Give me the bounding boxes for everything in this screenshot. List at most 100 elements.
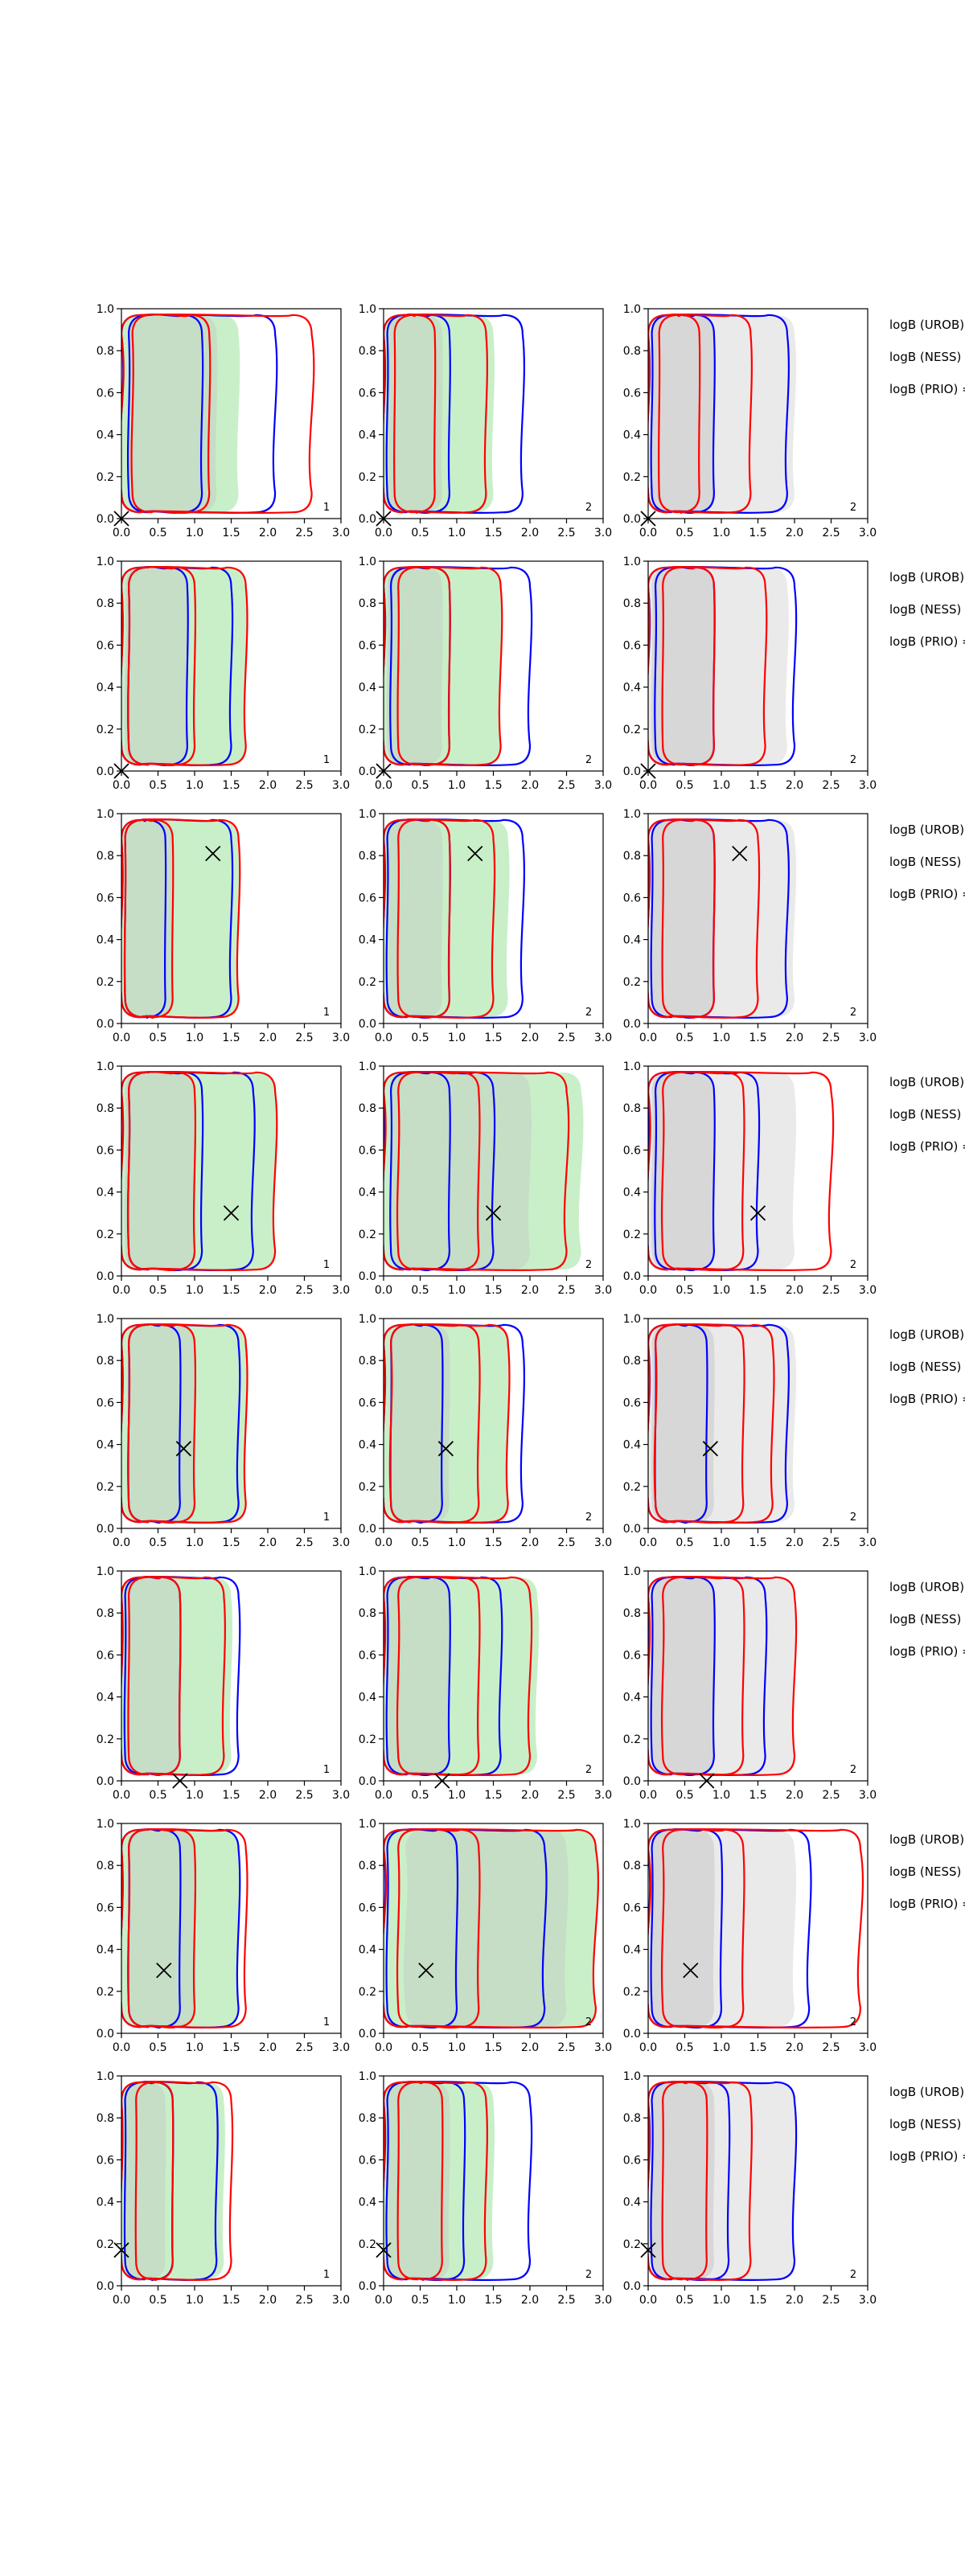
y-tick-label: 0.8 bbox=[96, 1102, 114, 1115]
x-tick-label: 0.0 bbox=[375, 2041, 392, 2054]
x-tick-label: 1.0 bbox=[186, 1284, 203, 1297]
panel-label: 2 bbox=[850, 502, 856, 514]
x-tick-label: 2.0 bbox=[259, 1032, 277, 1044]
y-tick-label: 0.2 bbox=[359, 1481, 376, 1494]
x-tick-label: 2.5 bbox=[295, 1032, 313, 1044]
y-tick-label: 0.6 bbox=[96, 1397, 114, 1409]
x-tick-label: 2.0 bbox=[786, 779, 803, 792]
y-tick-label: 0.6 bbox=[359, 1144, 376, 1157]
x-tick-label: 2.0 bbox=[521, 1789, 539, 1802]
y-tick-label: 1.0 bbox=[359, 1060, 376, 1073]
panel: 0.0 0.5 1.0 1.5 2.0 2.5 3.0 0.0 0.2 0.4 0.6 0.8 1.0 2 bbox=[359, 1565, 612, 1802]
side-label: logB (PRIO) = bbox=[889, 1897, 965, 1911]
y-tick-label: 0.8 bbox=[623, 597, 641, 610]
x-tick-label: 1.0 bbox=[448, 1536, 466, 1549]
y-tick-label: 0.0 bbox=[623, 513, 641, 526]
y-tick-label: 1.0 bbox=[96, 1060, 114, 1073]
x-tick-label: 0.5 bbox=[149, 1284, 166, 1297]
panel-label: 2 bbox=[585, 2016, 592, 2028]
panel: 0.0 0.5 1.0 1.5 2.0 2.5 3.0 0.0 0.2 0.4 0.6 0.8 1.0 2 bbox=[359, 556, 612, 792]
contour-line bbox=[123, 818, 175, 1019]
x-tick-label: 2.0 bbox=[259, 527, 277, 539]
x-tick-label: 1.5 bbox=[484, 1536, 502, 1549]
marker bbox=[113, 511, 129, 527]
side-label: logB (PRIO) = bbox=[889, 382, 965, 396]
y-tick-label: 0.8 bbox=[96, 1860, 114, 1873]
x-tick-label: 3.0 bbox=[859, 1789, 877, 1802]
x-tick-label: 3.0 bbox=[859, 1284, 877, 1297]
y-tick-label: 0.8 bbox=[623, 2112, 641, 2125]
contour-line bbox=[384, 313, 488, 515]
x-tick-label: 0.0 bbox=[639, 1284, 657, 1297]
contour-line bbox=[121, 1575, 226, 1777]
y-tick-label: 0.8 bbox=[96, 1607, 114, 1620]
x-tick-label: 0.5 bbox=[411, 779, 429, 792]
y-tick-label: 0.0 bbox=[623, 2280, 641, 2293]
x-tick-label: 1.5 bbox=[222, 2294, 240, 2307]
y-tick-label: 1.0 bbox=[359, 1565, 376, 1578]
y-tick-label: 1.0 bbox=[623, 2070, 641, 2083]
y-tick-label: 1.0 bbox=[96, 1313, 114, 1326]
x-tick-label: 2.0 bbox=[259, 1284, 277, 1297]
side-label: logB (PRIO) = bbox=[889, 2149, 965, 2164]
x-tick-label: 1.0 bbox=[448, 1032, 466, 1044]
x-tick-label: 1.5 bbox=[749, 2294, 766, 2307]
y-tick-label: 0.6 bbox=[359, 1901, 376, 1914]
contour-line bbox=[384, 1070, 570, 1272]
density-region bbox=[124, 2082, 166, 2280]
x-tick-label: 2.0 bbox=[521, 1536, 539, 1549]
x-tick-label: 0.0 bbox=[113, 1789, 130, 1802]
panel: 0.0 0.5 1.0 1.5 2.0 2.5 3.0 0.0 0.2 0.4 0.6 0.8 1.0 1 bbox=[96, 808, 350, 1044]
y-tick-label: 1.0 bbox=[359, 1313, 376, 1326]
y-tick-label: 0.0 bbox=[623, 1523, 641, 1536]
panel-label: 1 bbox=[323, 754, 330, 766]
marker bbox=[699, 1773, 715, 1789]
contours bbox=[648, 1323, 797, 1524]
density-region bbox=[124, 1577, 181, 1775]
contour-line bbox=[396, 2081, 444, 2281]
marker bbox=[702, 1441, 718, 1457]
side-label: logB (UROB) = bbox=[889, 570, 965, 585]
x-tick-label: 1.0 bbox=[448, 527, 466, 539]
y-tick-label: 0.2 bbox=[623, 1986, 641, 1999]
x-tick-label: 2.5 bbox=[557, 527, 575, 539]
panel: 0.0 0.5 1.0 1.5 2.0 2.5 3.0 0.0 0.2 0.4 0.6 0.8 1.0 1 bbox=[96, 2070, 350, 2307]
marker bbox=[434, 1773, 450, 1789]
panel-label: 2 bbox=[850, 2016, 856, 2028]
y-tick-label: 0.4 bbox=[359, 2197, 376, 2209]
x-tick-label: 0.5 bbox=[149, 527, 166, 539]
y-tick-label: 0.2 bbox=[96, 1481, 114, 1494]
x-tick-label: 1.5 bbox=[749, 779, 766, 792]
y-tick-label: 1.0 bbox=[623, 1313, 641, 1326]
y-tick-label: 0.0 bbox=[96, 765, 114, 778]
y-tick-label: 0.2 bbox=[623, 724, 641, 736]
x-tick-label: 2.5 bbox=[557, 779, 575, 792]
x-tick-label: 0.5 bbox=[676, 2294, 693, 2307]
x-tick-label: 1.5 bbox=[222, 1032, 240, 1044]
x-tick-label: 3.0 bbox=[332, 527, 350, 539]
x-tick-label: 2.5 bbox=[557, 1032, 575, 1044]
panel-label: 2 bbox=[850, 754, 856, 766]
x-tick-label: 2.5 bbox=[295, 1536, 313, 1549]
panel: 0.0 0.5 1.0 1.5 2.0 2.5 3.0 0.0 0.2 0.4 0.6 0.8 1.0 1 bbox=[96, 556, 350, 792]
y-tick-label: 0.8 bbox=[623, 1355, 641, 1368]
contour-line bbox=[127, 1576, 182, 1776]
contours bbox=[384, 1070, 584, 1272]
contour-line bbox=[661, 2081, 708, 2281]
density-region bbox=[651, 1829, 715, 2028]
marker bbox=[640, 763, 656, 779]
x-tick-label: 2.5 bbox=[822, 527, 840, 539]
y-tick-label: 0.4 bbox=[96, 934, 114, 947]
marker bbox=[223, 1205, 240, 1221]
x-tick-label: 3.0 bbox=[594, 1284, 612, 1297]
x-tick-label: 3.0 bbox=[594, 2294, 612, 2307]
panel: 0.0 0.5 1.0 1.5 2.0 2.5 3.0 0.0 0.2 0.4 0.6 0.8 1.0 2 bbox=[623, 1565, 877, 1802]
contour-line bbox=[384, 818, 496, 1019]
x-tick-label: 0.5 bbox=[411, 1789, 429, 1802]
x-tick-label: 2.5 bbox=[557, 2294, 575, 2307]
x-tick-label: 0.0 bbox=[113, 779, 130, 792]
y-tick-label: 0.0 bbox=[359, 1018, 376, 1031]
marker bbox=[749, 1205, 766, 1221]
x-tick-label: 0.5 bbox=[676, 779, 693, 792]
